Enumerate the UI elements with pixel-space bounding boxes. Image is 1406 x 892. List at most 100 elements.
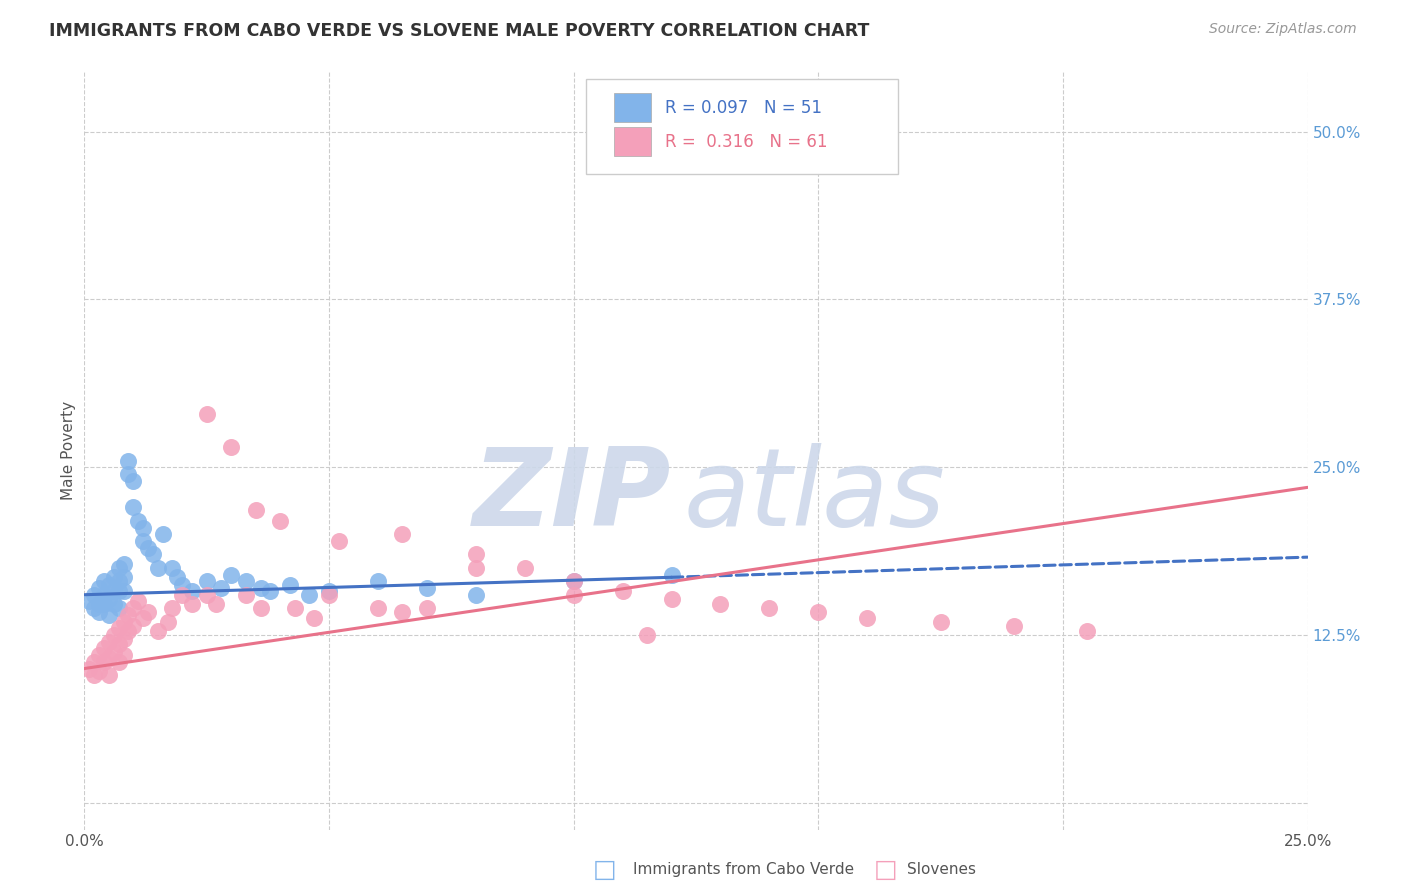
- Point: [318, 588, 340, 602]
- Point: [391, 527, 413, 541]
- Point: [235, 588, 257, 602]
- Point: [93, 641, 115, 656]
- Point: [807, 605, 830, 619]
- Point: [416, 601, 439, 615]
- Point: [464, 561, 486, 575]
- Point: [562, 574, 585, 589]
- Point: [132, 534, 155, 549]
- Point: [367, 574, 389, 589]
- Point: [117, 467, 139, 481]
- Point: [209, 581, 232, 595]
- Point: [107, 621, 129, 635]
- Point: [107, 601, 129, 615]
- Text: Immigrants from Cabo Verde: Immigrants from Cabo Verde: [633, 863, 853, 877]
- Point: [661, 591, 683, 606]
- Point: [181, 583, 204, 598]
- Text: □: □: [875, 858, 897, 881]
- Point: [93, 655, 115, 669]
- Point: [284, 601, 307, 615]
- Point: [122, 618, 145, 632]
- Text: R = 0.097   N = 51: R = 0.097 N = 51: [665, 99, 823, 117]
- Point: [117, 607, 139, 622]
- Point: [93, 588, 115, 602]
- Point: [1076, 624, 1098, 638]
- Point: [219, 567, 242, 582]
- Point: [709, 597, 731, 611]
- Point: [93, 574, 115, 589]
- Point: [107, 655, 129, 669]
- Point: [929, 615, 952, 629]
- Point: [318, 583, 340, 598]
- Point: [103, 570, 125, 584]
- Point: [391, 605, 413, 619]
- Point: [304, 610, 326, 624]
- Point: [83, 655, 105, 669]
- Point: [87, 597, 110, 611]
- Point: [562, 588, 585, 602]
- Point: [205, 597, 228, 611]
- Y-axis label: Male Poverty: Male Poverty: [60, 401, 76, 500]
- Point: [112, 648, 135, 662]
- Point: [166, 570, 188, 584]
- FancyBboxPatch shape: [586, 79, 898, 174]
- Text: atlas: atlas: [683, 443, 946, 549]
- Point: [117, 624, 139, 638]
- Point: [107, 561, 129, 575]
- Point: [562, 574, 585, 589]
- Point: [107, 583, 129, 598]
- Point: [107, 574, 129, 589]
- Point: [156, 615, 179, 629]
- Point: [661, 567, 683, 582]
- Point: [122, 474, 145, 488]
- Point: [758, 601, 780, 615]
- Point: [83, 588, 105, 602]
- Point: [97, 634, 120, 648]
- Point: [112, 632, 135, 646]
- Point: [112, 615, 135, 629]
- Point: [636, 628, 658, 642]
- Point: [77, 661, 100, 675]
- Point: [298, 588, 321, 602]
- Point: [97, 650, 120, 665]
- Point: [245, 503, 267, 517]
- Text: ZIP: ZIP: [474, 443, 672, 549]
- Point: [612, 583, 634, 598]
- Point: [464, 588, 486, 602]
- Point: [195, 407, 218, 421]
- Point: [103, 628, 125, 642]
- Point: [416, 581, 439, 595]
- FancyBboxPatch shape: [614, 94, 651, 122]
- Point: [97, 607, 120, 622]
- Point: [856, 610, 879, 624]
- Point: [195, 588, 218, 602]
- Point: [107, 637, 129, 651]
- Point: [93, 597, 115, 611]
- Point: [162, 601, 184, 615]
- Point: [132, 610, 155, 624]
- Point: [146, 561, 169, 575]
- Point: [181, 597, 204, 611]
- Text: R =  0.316   N = 61: R = 0.316 N = 61: [665, 133, 828, 151]
- Point: [122, 601, 145, 615]
- Point: [87, 581, 110, 595]
- Point: [87, 605, 110, 619]
- Point: [97, 668, 120, 682]
- Point: [219, 440, 242, 454]
- Point: [195, 574, 218, 589]
- Point: [103, 645, 125, 659]
- Point: [269, 514, 291, 528]
- Text: Slovenes: Slovenes: [907, 863, 976, 877]
- Point: [117, 453, 139, 467]
- Point: [87, 648, 110, 662]
- Point: [127, 514, 149, 528]
- Point: [249, 581, 271, 595]
- Point: [132, 521, 155, 535]
- Point: [97, 578, 120, 592]
- Point: [513, 561, 536, 575]
- Point: [122, 500, 145, 515]
- Point: [249, 601, 271, 615]
- Point: [142, 548, 165, 562]
- Point: [103, 597, 125, 611]
- Point: [136, 605, 159, 619]
- Point: [152, 527, 174, 541]
